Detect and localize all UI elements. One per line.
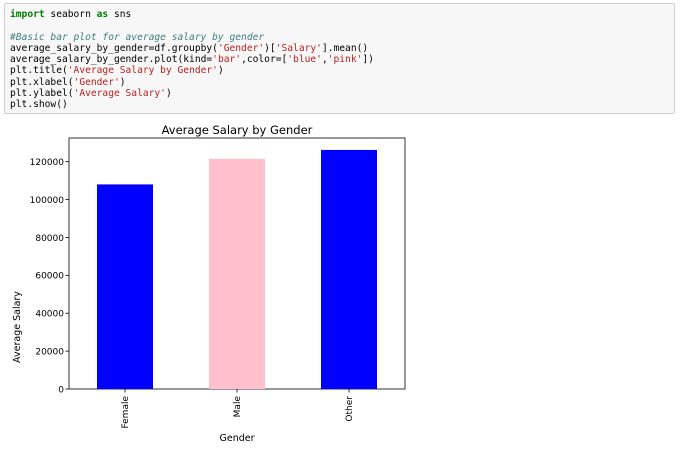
code-token: ].mean() <box>321 42 369 54</box>
y-tick-label: 40000 <box>35 310 64 320</box>
code-line: plt.xlabel('Gender') <box>10 77 674 88</box>
code-line: plt.title('Average Salary by Gender') <box>10 65 674 76</box>
code-line: plt.ylabel('Average Salary') <box>10 88 674 99</box>
code-token: seaborn <box>44 9 97 20</box>
code-token: )[ <box>264 42 276 54</box>
code-token: 'Average Salary by Gender' <box>67 65 218 77</box>
code-token: ]) <box>362 54 374 66</box>
x-tick-label: Male <box>233 396 243 418</box>
code-token: ) <box>217 65 224 77</box>
code-token: plt.show() <box>10 99 68 111</box>
bar-other <box>321 149 377 389</box>
x-tick-label: Female <box>121 396 131 429</box>
code-token: average_salary_by_gender=df.groupby( <box>10 42 218 54</box>
code-token: plt.ylabel( <box>10 88 74 100</box>
code-line: plt.show() <box>10 99 674 110</box>
code-token: , <box>321 54 328 66</box>
code-token: plt.title( <box>10 65 68 77</box>
y-axis-label: Average Salary <box>12 291 23 363</box>
code-token: 'bar' <box>212 54 242 66</box>
bar-chart: Average Salary by Gender Female Male Other… <box>12 123 406 444</box>
code-token: plt.xlabel( <box>10 76 74 88</box>
y-tick-label: 20000 <box>35 347 64 357</box>
code-token: #Basic bar plot for average salary by ge… <box>10 31 265 43</box>
y-tick-label: 120000 <box>30 158 65 168</box>
code-token: 'pink' <box>327 54 363 66</box>
code-token: 'Salary' <box>275 42 322 54</box>
code-token: ) <box>119 76 126 88</box>
bar-male <box>209 158 265 389</box>
code-cell[interactable]: import seaborn as sns #Basic bar plot for… <box>4 3 675 114</box>
x-tick-label: Other <box>345 396 355 422</box>
y-tick-label: 60000 <box>35 272 64 282</box>
code-token: ) <box>165 88 172 100</box>
code-line <box>10 20 674 31</box>
code-token: 'Gender' <box>73 76 120 88</box>
output-area: Average Salary by Gender Female Male Other… <box>0 118 680 452</box>
code-line: average_salary_by_gender=df.groupby('Gen… <box>10 43 674 54</box>
code-token: ,color=[ <box>241 54 288 66</box>
code-token: 'Average Salary' <box>73 88 166 100</box>
y-tick-label: 0 <box>58 385 64 395</box>
code-line: #Basic bar plot for average salary by ge… <box>10 32 674 43</box>
code-line: import seaborn as sns <box>10 9 674 20</box>
code-token: import <box>10 9 45 20</box>
code-token: 'blue' <box>287 54 322 66</box>
code-line: average_salary_by_gender.plot(kind='bar'… <box>10 54 674 65</box>
code-token: sns <box>108 9 132 20</box>
code-token: average_salary_by_gender.plot(kind= <box>10 54 213 66</box>
x-axis-label: Gender <box>219 433 254 444</box>
bar-female <box>97 184 153 389</box>
y-tick-label: 80000 <box>35 234 64 244</box>
code-editor[interactable]: import seaborn as sns #Basic bar plot for… <box>10 9 674 111</box>
code-token: 'Gender' <box>217 42 265 54</box>
code-token: as <box>96 9 109 20</box>
y-tick-label: 100000 <box>30 196 65 206</box>
chart-title: Average Salary by Gender <box>162 123 313 137</box>
